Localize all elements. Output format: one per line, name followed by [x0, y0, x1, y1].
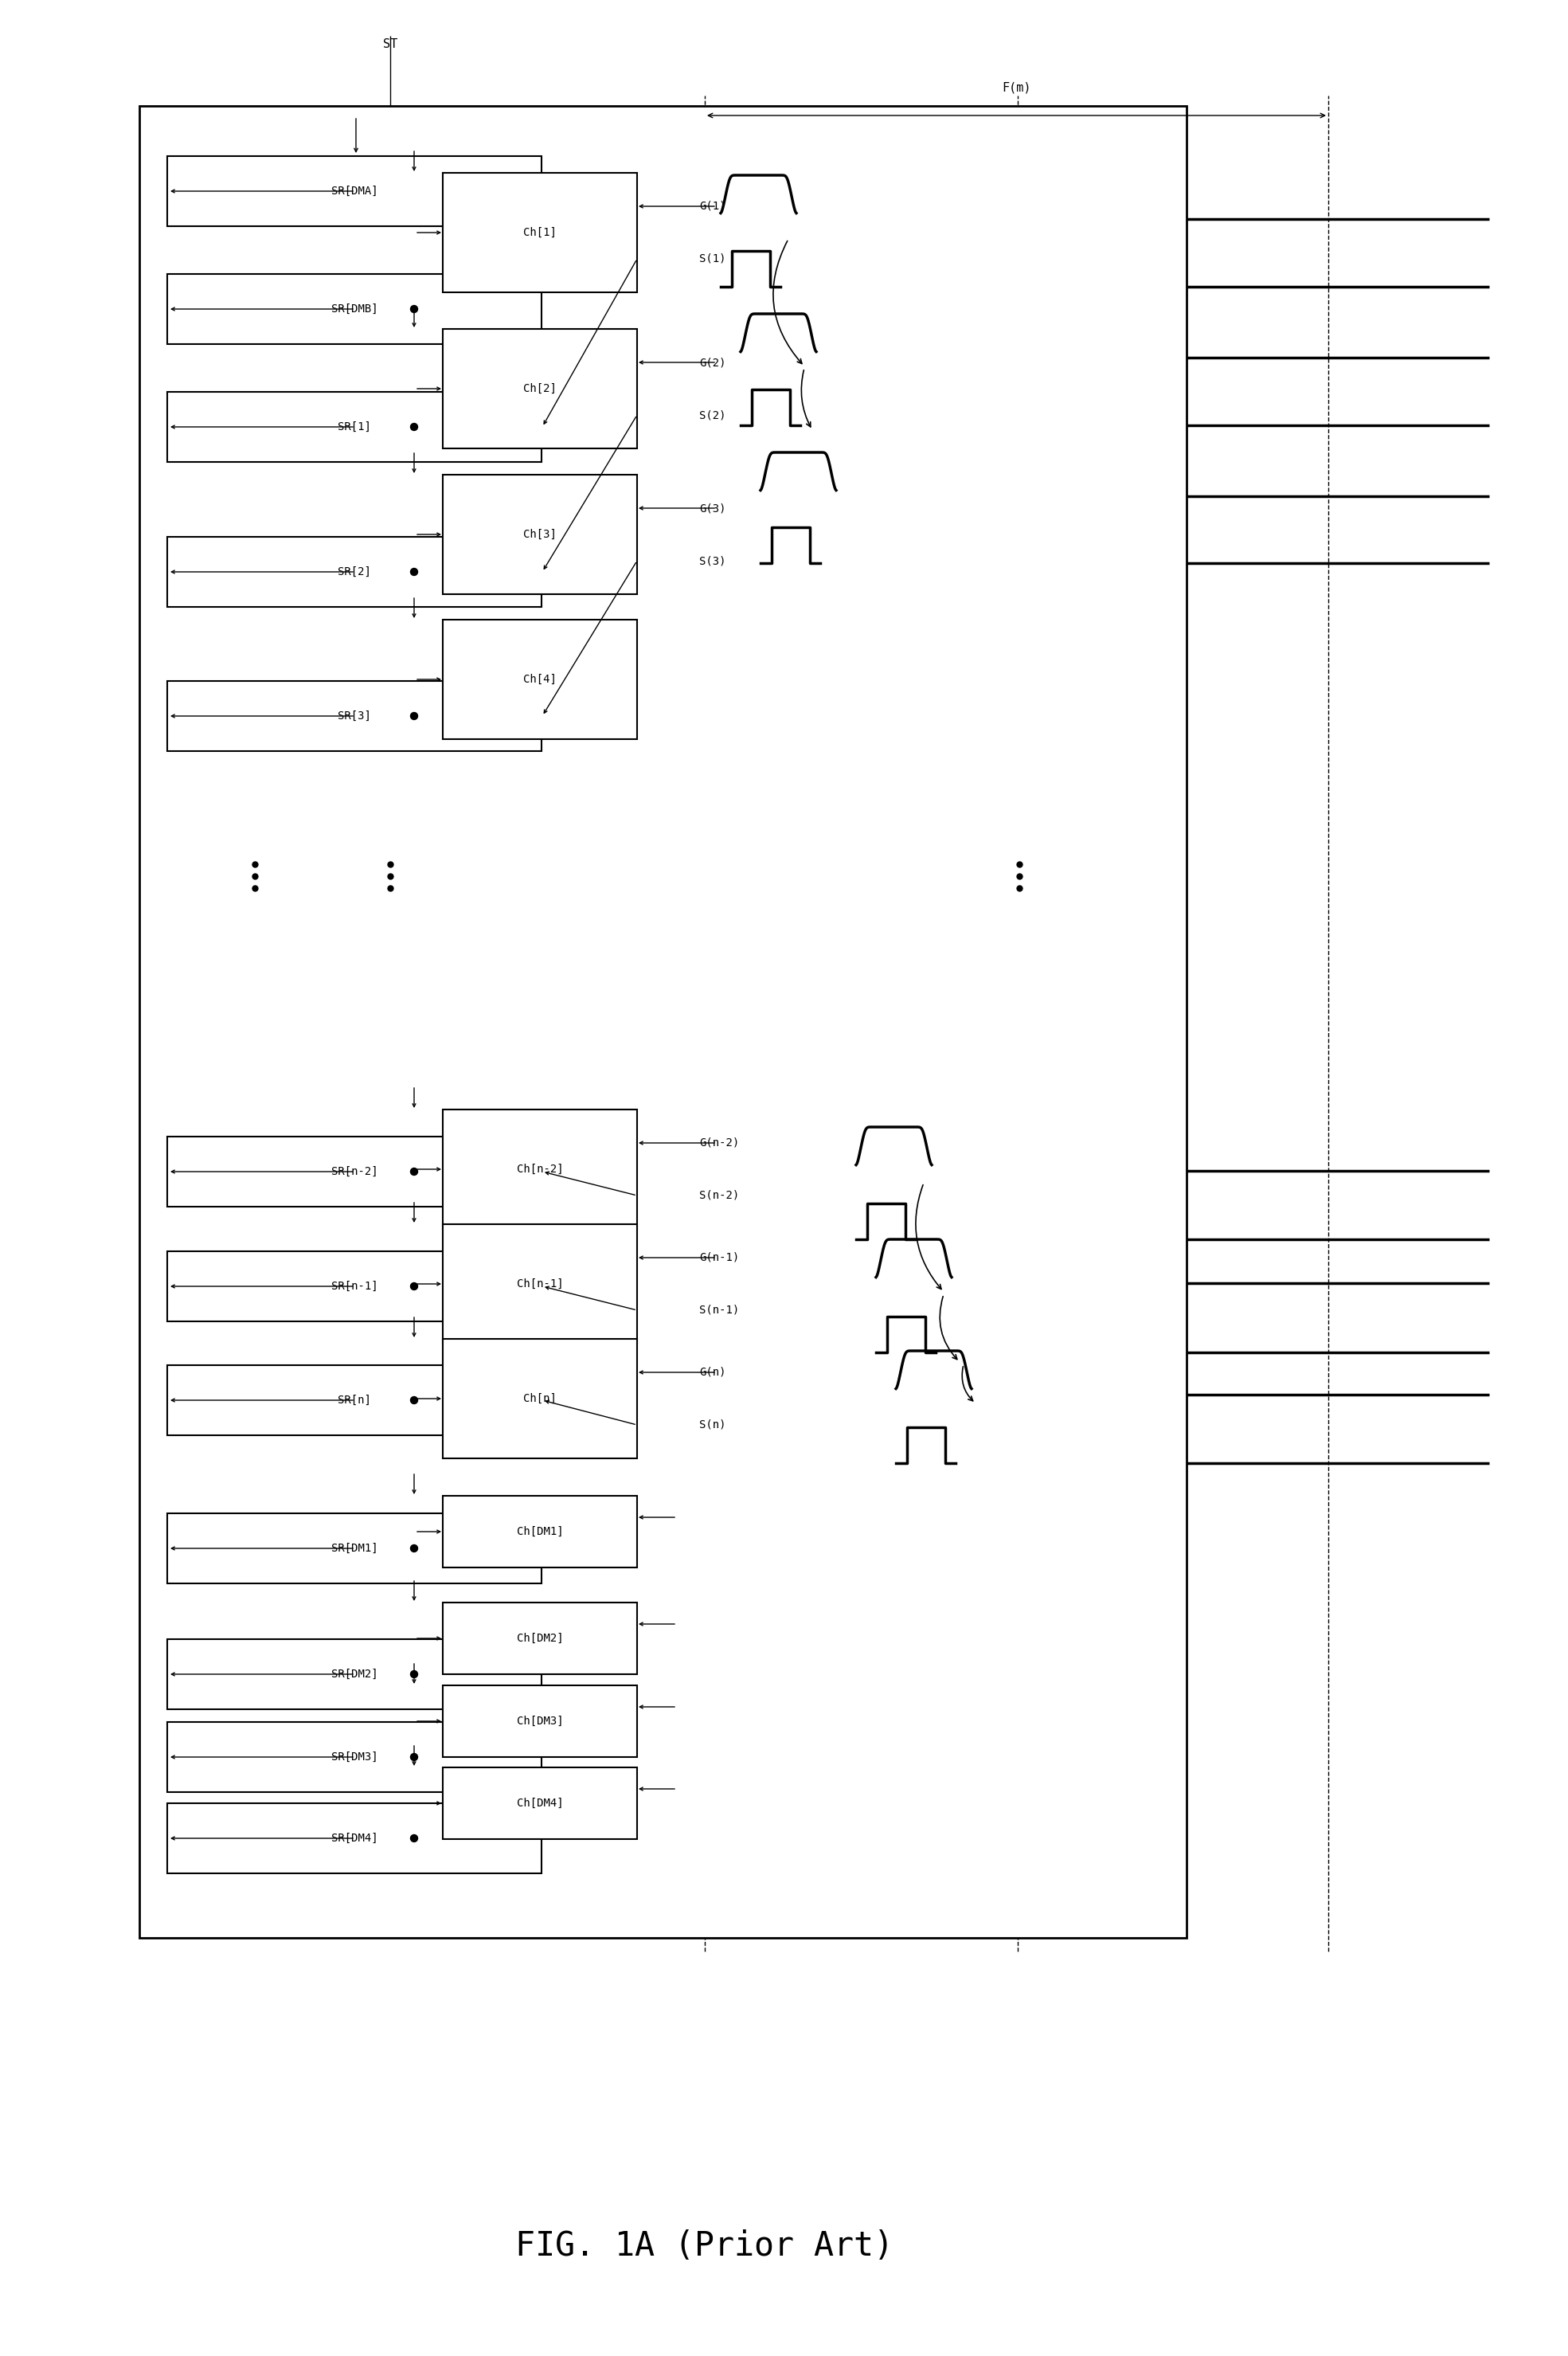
Text: Ch[4]: Ch[4] — [524, 674, 557, 686]
Text: Ch[n-1]: Ch[n-1] — [516, 1279, 563, 1289]
Text: SR[2]: SR[2] — [337, 565, 372, 577]
Text: S(2): S(2) — [699, 410, 726, 419]
Text: SR[DM1]: SR[DM1] — [331, 1543, 378, 1555]
Text: SR[DM2]: SR[DM2] — [331, 1668, 378, 1680]
Bar — [168, 537, 541, 608]
Bar — [442, 1767, 637, 1840]
Text: G(n): G(n) — [699, 1366, 726, 1378]
Text: SR[n-2]: SR[n-2] — [331, 1166, 378, 1178]
Bar — [168, 273, 541, 344]
Text: Ch[3]: Ch[3] — [524, 528, 557, 540]
Circle shape — [411, 1546, 417, 1553]
Bar — [168, 391, 541, 462]
Circle shape — [411, 712, 417, 719]
Text: S(n-2): S(n-2) — [699, 1190, 739, 1202]
Text: F(m): F(m) — [1002, 82, 1032, 94]
Text: Ch[2]: Ch[2] — [524, 384, 557, 393]
Bar — [442, 1225, 637, 1343]
Bar — [168, 1640, 541, 1708]
Text: SR[1]: SR[1] — [337, 422, 372, 434]
Text: G(2): G(2) — [699, 356, 726, 368]
Text: SR[DMB]: SR[DMB] — [331, 304, 378, 316]
Text: Ch[DM4]: Ch[DM4] — [516, 1798, 563, 1809]
Text: Ch[n]: Ch[n] — [524, 1392, 557, 1404]
Circle shape — [411, 1282, 417, 1289]
Bar — [442, 1110, 637, 1230]
Bar — [442, 1338, 637, 1458]
Text: SR[3]: SR[3] — [337, 712, 372, 721]
Circle shape — [411, 424, 417, 431]
Text: G(1): G(1) — [699, 200, 726, 212]
Text: SR[DM4]: SR[DM4] — [331, 1833, 378, 1845]
Text: S(3): S(3) — [699, 556, 726, 565]
Bar — [442, 1685, 637, 1758]
Text: Ch[1]: Ch[1] — [524, 226, 557, 238]
Bar — [442, 1602, 637, 1675]
Text: S(1): S(1) — [699, 254, 726, 264]
Text: FIG. 1A (Prior Art): FIG. 1A (Prior Art) — [516, 2229, 894, 2262]
Text: SR[DM3]: SR[DM3] — [331, 1751, 378, 1762]
Text: S(n): S(n) — [699, 1418, 726, 1430]
Bar — [140, 106, 1187, 1939]
Circle shape — [411, 1670, 417, 1677]
Bar — [168, 1364, 541, 1435]
Circle shape — [411, 1169, 417, 1176]
Text: Ch[DM1]: Ch[DM1] — [516, 1527, 563, 1536]
Text: Ch[n-2]: Ch[n-2] — [516, 1164, 563, 1176]
Circle shape — [411, 306, 417, 313]
Bar — [168, 1513, 541, 1583]
Bar — [442, 474, 637, 594]
Text: SR[n]: SR[n] — [337, 1395, 372, 1407]
Circle shape — [411, 1753, 417, 1760]
Text: Ch[DM2]: Ch[DM2] — [516, 1633, 563, 1644]
Bar — [168, 1722, 541, 1793]
Text: G(n-1): G(n-1) — [699, 1251, 739, 1263]
Circle shape — [411, 1835, 417, 1842]
Text: S(n-1): S(n-1) — [699, 1305, 739, 1315]
Text: ST: ST — [383, 38, 397, 49]
Text: G(n-2): G(n-2) — [699, 1138, 739, 1147]
Bar — [442, 620, 637, 740]
Text: G(3): G(3) — [699, 502, 726, 514]
Bar — [168, 681, 541, 752]
Bar — [442, 172, 637, 292]
Bar — [168, 1251, 541, 1322]
Text: SR[DMA]: SR[DMA] — [331, 186, 378, 198]
Bar — [168, 1136, 541, 1206]
Circle shape — [411, 568, 417, 575]
Circle shape — [411, 1397, 417, 1404]
Text: Ch[DM3]: Ch[DM3] — [516, 1715, 563, 1727]
Bar — [442, 330, 637, 448]
Bar — [168, 1802, 541, 1873]
Bar — [442, 1496, 637, 1567]
Text: SR[n-1]: SR[n-1] — [331, 1282, 378, 1291]
Bar — [168, 155, 541, 226]
